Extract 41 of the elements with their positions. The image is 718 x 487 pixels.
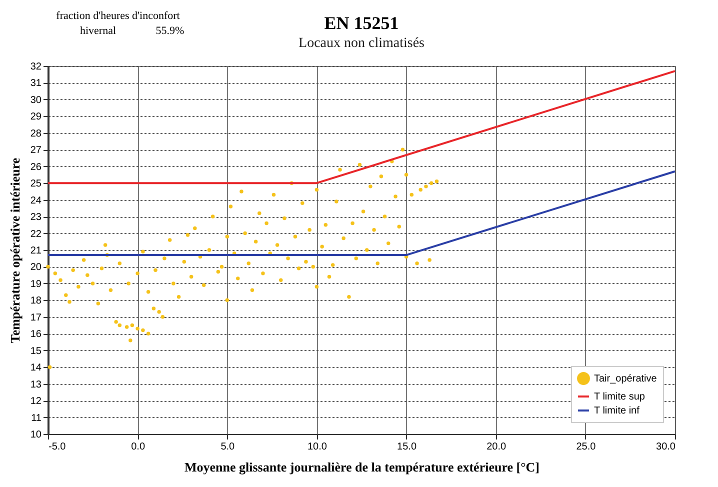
y-tick-label: 22 xyxy=(30,228,42,240)
text: hivernal xyxy=(80,25,116,37)
legend-label: T limite sup xyxy=(594,392,646,402)
y-tick-label: 14 xyxy=(30,362,42,374)
y-tick-label: 10 xyxy=(30,430,42,440)
x-tick-label: 30.0 xyxy=(656,442,676,452)
y-tick-label: 16 xyxy=(30,329,42,340)
x-tick-label: 0.0 xyxy=(131,442,146,452)
y-tick-label: 19 xyxy=(30,278,42,290)
y-tick-label: 28 xyxy=(30,128,42,140)
legend-label: Tair_opérative xyxy=(594,374,658,384)
text: 55.9% xyxy=(156,25,184,37)
text: fraction d'heures d'inconfort xyxy=(56,10,180,22)
y-tick-label: 31 xyxy=(30,78,42,90)
y-tick-label: 32 xyxy=(30,62,42,72)
legend-label: T limite inf xyxy=(594,406,640,416)
y-tick-label: 21 xyxy=(30,246,42,256)
x-tick-label: 15.0 xyxy=(397,442,417,452)
y-tick-label: 18 xyxy=(30,296,42,307)
y-tick-label: 26 xyxy=(30,162,42,173)
y-tick-label: 12 xyxy=(30,396,42,408)
y-tick-label: 29 xyxy=(30,112,42,123)
y-tick-label: 20 xyxy=(30,262,42,274)
x-tick-label: 20.0 xyxy=(486,442,507,452)
y-tick-label: 30 xyxy=(30,94,42,106)
y-tick-label: 11 xyxy=(31,412,42,424)
y-tick-label: 13 xyxy=(30,379,42,390)
x-tick-label: 10.0 xyxy=(307,442,328,452)
x-tick-label: 25.0 xyxy=(576,442,596,452)
y-tick-label: 24 xyxy=(30,195,42,206)
y-tick-label: 27 xyxy=(30,145,42,156)
x-axis-title: Moyenne glissante journalière de la température extérieure [°C] xyxy=(184,460,540,474)
y-axis-title: Température opérative intérieure xyxy=(7,158,22,344)
y-tick-label: 23 xyxy=(30,212,42,224)
x-tick-label: -5.0 xyxy=(48,442,66,452)
x-tick-label: 5.0 xyxy=(220,442,236,452)
y-tick-label: 17 xyxy=(30,312,42,324)
y-tick-label: 25 xyxy=(30,178,42,190)
chart-subtitle: Locaux non climatisés xyxy=(298,36,424,51)
chart-title: EN 15251 xyxy=(324,13,399,33)
y-tick-label: 15 xyxy=(30,346,42,357)
